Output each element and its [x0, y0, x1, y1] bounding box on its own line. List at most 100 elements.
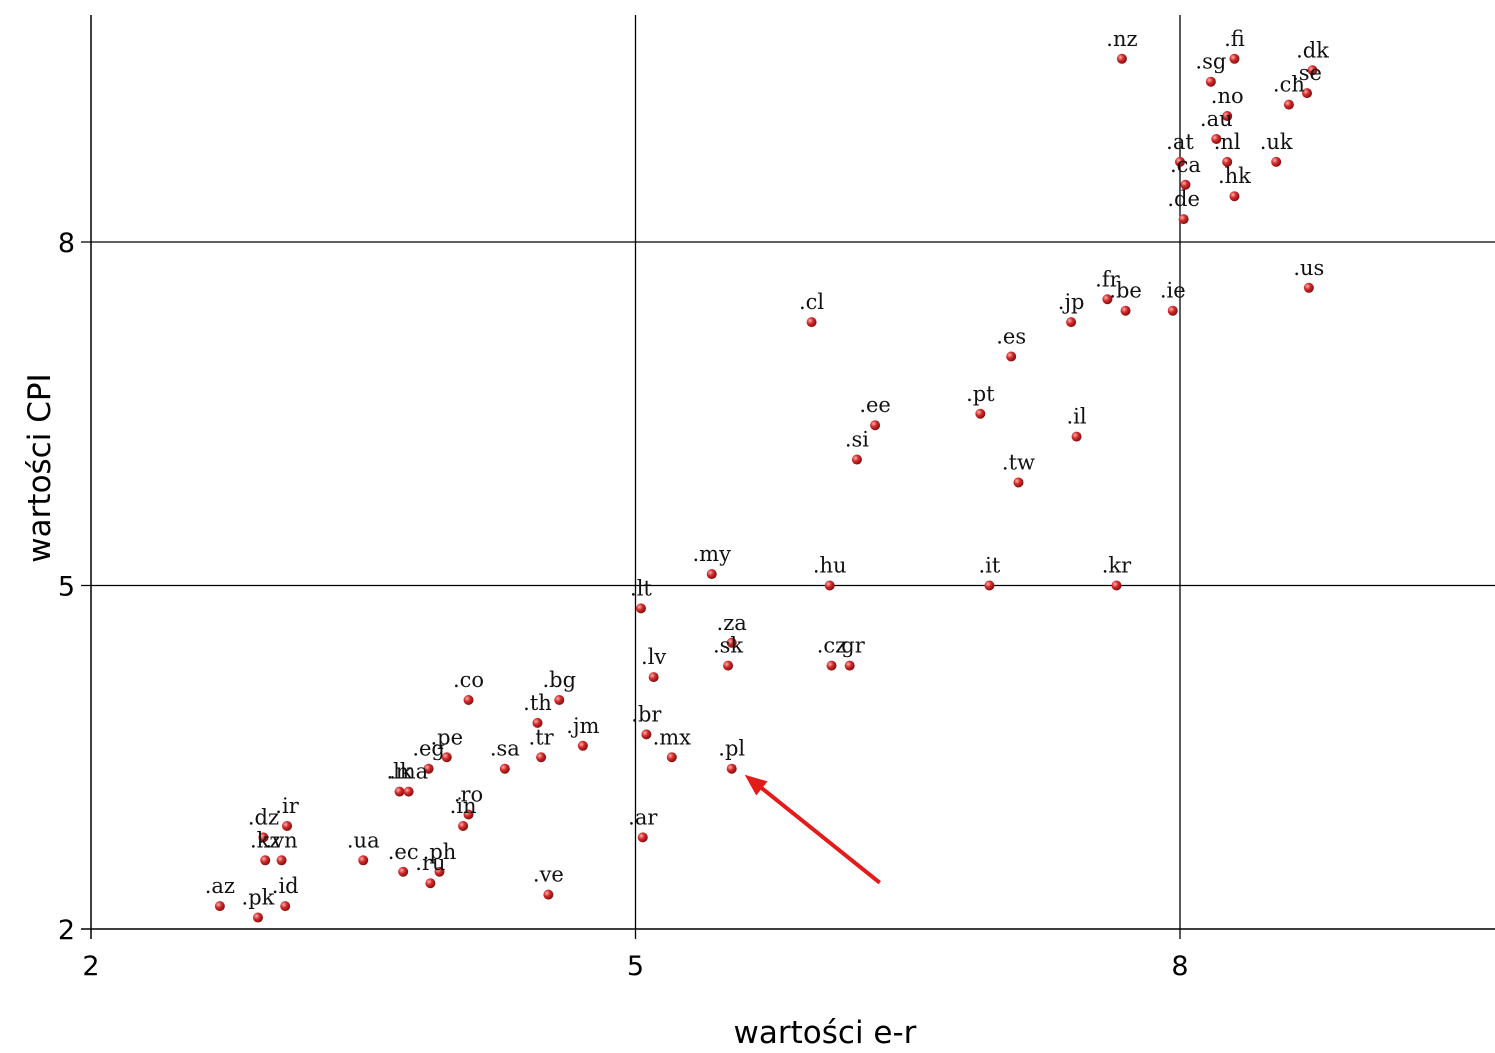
point-hu: [824, 580, 835, 591]
point-nz-label: .nz: [1106, 27, 1137, 51]
point-sa-label: .sa: [490, 737, 520, 761]
point-ve-label: .ve: [533, 863, 564, 887]
point-sa: [499, 763, 510, 774]
y-axis-title: wartości CPI: [22, 373, 58, 562]
point-az: [214, 901, 225, 912]
point-cz: [826, 660, 837, 671]
point-sg: [1205, 76, 1216, 87]
point-az-label: .az: [205, 874, 235, 898]
point-sg-label: .sg: [1195, 50, 1226, 74]
point-se-label: .se: [1292, 61, 1322, 85]
axes: [81, 15, 1495, 939]
point-eg: [423, 763, 434, 774]
point-dk: [1307, 65, 1318, 76]
point-kz-label: .kz: [250, 828, 280, 852]
point-ph: [434, 866, 445, 877]
point-br: [641, 729, 652, 740]
point-lv-label: .lv: [641, 645, 666, 669]
x-axis-ticks: 2 5 8: [82, 951, 1188, 982]
point-au-label: .au: [1200, 107, 1233, 131]
point-fi: [1229, 53, 1240, 64]
point-tr: [536, 752, 547, 763]
point-ie: [1167, 305, 1178, 316]
point-ca: [1180, 179, 1191, 190]
reference-lines: [81, 15, 1495, 939]
point-es-label: .es: [996, 325, 1026, 349]
point-pk: [252, 912, 263, 923]
point-jm: [577, 740, 588, 751]
point-gr-label: .gr: [835, 634, 866, 658]
point-pl: [726, 763, 737, 774]
point-labels: .nz .fi.sg .dk.se.ch .no.au.nl .at .uk .ca .hk.…: [205, 27, 1329, 910]
point-ie-label: .ie: [1160, 279, 1186, 303]
point-hk: [1229, 191, 1240, 202]
point-il-label: .il: [1066, 405, 1086, 429]
y-tick-label: 8: [58, 228, 75, 259]
point-nz: [1116, 53, 1127, 64]
point-pe: [441, 752, 452, 763]
point-ph-label: .ph: [423, 840, 457, 864]
point-ir: [282, 820, 293, 831]
point-th: [532, 717, 543, 728]
point-cl: [806, 317, 817, 328]
point-jp-label: .jp: [1058, 290, 1085, 314]
point-mx: [666, 752, 677, 763]
point-pk-label: .pk: [242, 886, 275, 910]
point-fr-label: .fr: [1095, 267, 1120, 291]
point-cz-label: .cz: [817, 634, 847, 658]
arrow-shaft: [752, 780, 881, 885]
point-za-label: .za: [717, 611, 747, 635]
point-au: [1211, 133, 1222, 144]
point-lt-label: .lt: [630, 576, 652, 600]
point-bg-label: .bg: [542, 668, 576, 692]
point-ro-label: .ro: [454, 783, 483, 807]
point-se: [1302, 88, 1313, 99]
point-ro: [463, 809, 474, 820]
point-ee-label: .ee: [859, 393, 891, 417]
point-bg: [554, 695, 565, 705]
point-ee: [870, 420, 881, 431]
point-si: [851, 454, 862, 465]
point-be-label: .be: [1109, 279, 1142, 303]
point-ar: [637, 832, 648, 843]
point-ir-label: .ir: [275, 794, 299, 818]
x-tick-label: 5: [627, 951, 644, 982]
point-kr: [1111, 580, 1122, 591]
point-hk-label: .hk: [1218, 164, 1251, 188]
annotation-arrow: [744, 774, 881, 885]
point-dz-label: .dz: [248, 805, 279, 829]
point-co-label: .co: [453, 668, 484, 692]
y-tick-label: 2: [58, 915, 75, 946]
point-th-label: .th: [523, 691, 552, 715]
point-pl-label: .pl: [718, 737, 745, 761]
point-uk-label: .uk: [1260, 130, 1293, 154]
point-jm-label: .jm: [566, 714, 599, 738]
point-nl: [1222, 156, 1233, 167]
point-us-label: .us: [1293, 256, 1324, 280]
point-ec-label: .ec: [388, 840, 419, 864]
point-mx-label: .mx: [653, 725, 692, 749]
point-kr-label: .kr: [1102, 554, 1132, 578]
point-at: [1175, 156, 1185, 167]
point-ru-label: .ru: [415, 851, 445, 875]
point-uk: [1271, 156, 1282, 167]
point-in: [458, 820, 469, 831]
point-si-label: .si: [845, 428, 869, 452]
x-tick-label: 2: [82, 951, 99, 982]
point-lv: [648, 672, 659, 683]
point-ch: [1283, 99, 1294, 110]
point-ec: [398, 866, 409, 877]
point-ma: [403, 786, 414, 797]
point-jp: [1066, 317, 1077, 328]
point-ve: [543, 889, 554, 900]
point-ch-label: .ch: [1273, 73, 1305, 97]
point-at-label: .at: [1166, 130, 1194, 154]
point-us: [1303, 282, 1314, 293]
point-lt: [635, 603, 646, 614]
point-lk: [394, 786, 405, 797]
point-tw: [1013, 477, 1024, 488]
point-ma-label: .ma: [389, 760, 428, 784]
point-de-label: .de: [1167, 187, 1200, 211]
point-tr-label: .tr: [529, 725, 555, 749]
